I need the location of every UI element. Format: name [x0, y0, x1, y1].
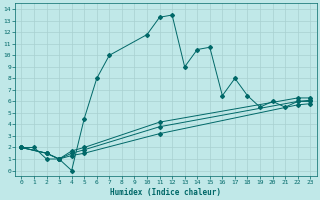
X-axis label: Humidex (Indice chaleur): Humidex (Indice chaleur): [110, 188, 221, 197]
